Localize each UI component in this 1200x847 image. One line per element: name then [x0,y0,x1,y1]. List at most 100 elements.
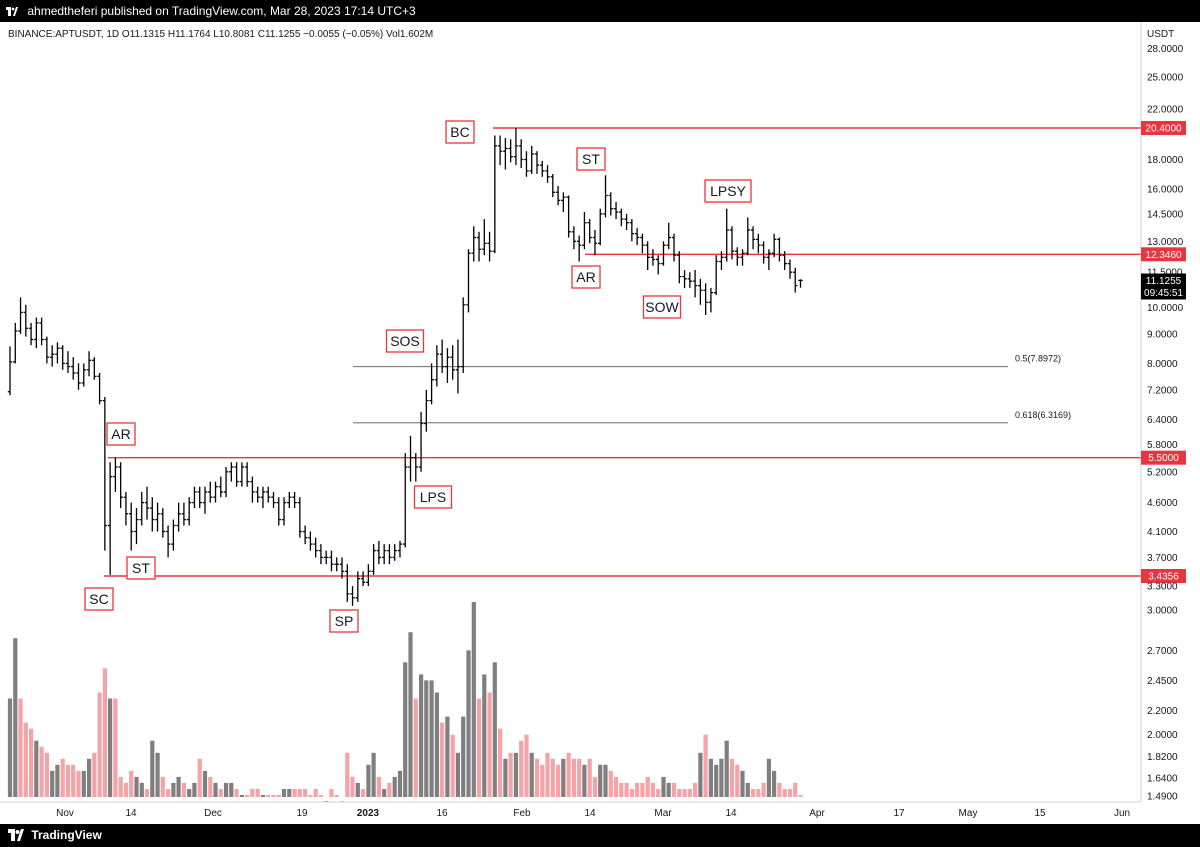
ohlc-bar [698,278,703,305]
ohlc-bar [540,160,545,177]
volume-bar [724,740,729,797]
volume-bar [619,782,624,797]
volume-bar [624,782,629,797]
volume-bar [7,698,13,797]
volume-bar [134,776,139,797]
ohlc-bar [492,135,498,254]
ohlc-bar [761,241,766,264]
ohlc-bar [450,345,455,380]
ohlc-bar [302,525,308,545]
volume-bar [556,764,561,797]
volume-bar [540,764,545,797]
ohlc-bar [571,226,577,250]
wyckoff-label-box [385,329,425,353]
volume-bar [608,770,613,797]
volume-bar [345,752,350,797]
time-tick-label: Apr [809,808,825,819]
volume-bar [366,764,371,797]
wyckoff-label-text: AR [111,426,130,442]
wyckoff-label: LPS [413,485,453,509]
ohlc-bar [192,486,197,509]
wyckoff-label: AR [106,422,136,446]
chart-area[interactable]: 0.5(7.8972) 0.618(6.3169) AR SC ST SP SOS LPS B… [0,22,1200,824]
ohlc-bar [250,476,255,503]
volume-bar [666,782,671,797]
last-price-label: 11.1255 [1146,276,1182,287]
volume-bar [224,782,229,797]
volume-bar [413,698,418,797]
volume-bar [434,692,439,797]
ohlc-bar [276,497,281,526]
volume-bar [123,782,128,797]
volume-bar [166,789,171,797]
volume-bar [376,776,381,797]
volume-bar [445,716,450,797]
time-tick-label: Jun [1114,808,1130,819]
volume-bar [687,789,692,797]
ohlc-bar [524,151,529,177]
ohlc-bar [392,544,397,561]
volume-bar [629,789,634,797]
volume-bar [160,776,165,797]
ohlc-bar [434,345,440,387]
volume-bar [239,795,244,797]
tradingview-logo-icon [8,829,24,841]
time-tick-label: 14 [725,808,737,819]
volume-bar [455,752,460,797]
ohlc-bar [708,287,714,313]
wyckoff-label-box [445,120,475,144]
volume-bar [92,752,97,797]
ohlc-bar [23,304,29,337]
volume-bar [397,770,403,797]
ohlc-bar [424,389,429,432]
volume-bar [524,734,529,797]
ohlc-bar [34,317,39,349]
ohlc-bar [266,486,271,503]
wyckoff-label-box [571,265,601,289]
volume-bar [729,758,735,797]
ohlc-bar [634,228,640,246]
ohlc-bar [165,525,171,558]
volume-bar [29,728,34,797]
ohlc-bar [155,502,160,532]
ohlc-bar [160,508,166,538]
price-tick-label: 9.0000 [1147,329,1178,340]
ohlc-bar [476,231,482,262]
publish-info: ahmedtheferi published on TradingView.co… [27,4,416,18]
price-tick-label: 2.7000 [1147,646,1178,657]
ohlc-bar [771,233,777,258]
ohlc-bar [150,497,155,532]
volume-bar [87,758,92,797]
volume-bar [176,776,181,797]
volume-bar [677,789,682,797]
ohlc-bar [181,502,187,526]
price-tick-label: 14.5000 [1147,209,1184,220]
last-price-tag [1141,273,1186,300]
time-tick-label: 2023 [357,808,380,819]
ohlc-bar [281,497,287,526]
volume-bar [482,674,487,797]
volume-bar [129,770,134,797]
ohlc-bar [713,255,719,295]
wyckoff-label: AR [571,265,601,289]
volume-bar [419,674,424,797]
ohlc-bar [766,249,772,270]
time-tick-label: 17 [893,808,905,819]
ohlc-bar [413,453,418,482]
ohlc-bar [482,219,487,256]
ohlc-bar [376,540,382,565]
volume-bar [661,776,666,797]
ohlc-bar [719,251,724,270]
volume-bar [476,698,482,797]
volume-bar [613,776,619,797]
price-tick-label: 16.0000 [1147,185,1184,196]
time-axis: Nov 14 Dec 19 2023 16 Feb 14 Mar 14 Apr 17 May 15 Jun [56,808,1130,819]
level-price-label: 5.5000 [1148,453,1179,464]
price-chart[interactable]: 0.5(7.8972) 0.618(6.3169) AR SC ST SP SOS LPS B… [0,22,1200,824]
ohlc-bar [144,486,150,520]
ohlc-bar [208,481,213,503]
volume-bar [118,776,123,797]
ohlc-bar [297,497,303,538]
wyckoff-label: SOW [642,295,682,319]
ohlc-bar [545,165,550,183]
